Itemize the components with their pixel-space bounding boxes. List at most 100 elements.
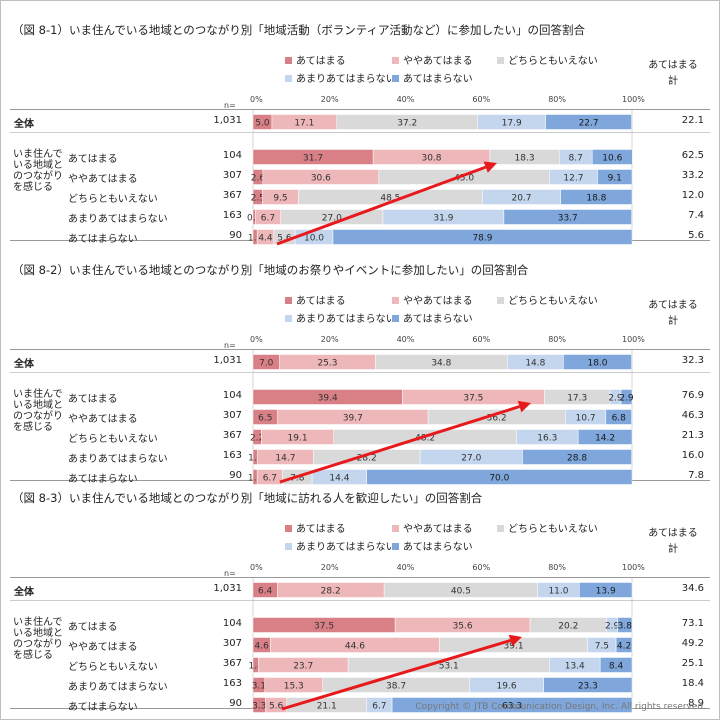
bar-value-label: 37.5 — [314, 622, 334, 632]
bar-value-label: 19.1 — [288, 434, 308, 444]
row-total-value: 25.1 — [681, 658, 704, 669]
bar-segment — [615, 637, 633, 653]
overall-row-label: 全体 — [14, 587, 34, 598]
bar-value-label: 6.7 — [261, 214, 275, 224]
bar-segment — [560, 189, 633, 205]
bar-value-label: 37.2 — [397, 119, 417, 129]
bar-value-label: 39.1 — [504, 642, 524, 652]
row-n-value: 90 — [229, 230, 242, 241]
bar-value-label: 20.2 — [558, 622, 578, 632]
overall-separator — [10, 372, 710, 373]
bar-value-label: 18.3 — [515, 154, 535, 164]
trend-arrow — [279, 405, 521, 484]
legend-swatch — [497, 57, 504, 64]
bar-value-label: 2.5 — [251, 194, 265, 204]
chart-block: （図 8-3）いま住んでいる地域とのつながり別「地域に訪れる人を歓迎したい」の回… — [0, 490, 720, 715]
legend-swatch — [392, 297, 399, 304]
bar-segment — [579, 582, 633, 598]
legend-swatch — [392, 57, 399, 64]
legend-item: あまりあてはまらない — [285, 538, 396, 553]
n-header: n= — [224, 341, 236, 350]
bar-segment — [597, 169, 633, 185]
overall-separator — [10, 600, 710, 601]
row-n-value: 163 — [222, 450, 242, 461]
row-label: ややあてはまる — [68, 174, 138, 185]
bar-value-label: 6.7 — [263, 474, 277, 484]
bar-segment — [599, 657, 633, 673]
total-header: あてはまる計 — [648, 300, 698, 327]
bar-value-label: 48.2 — [415, 434, 435, 444]
axis-tick-label: 20% — [320, 563, 339, 572]
bar-value-label: 5.0 — [255, 119, 270, 129]
trend-arrow — [281, 639, 511, 711]
row-label: どちらともいえない — [68, 434, 158, 445]
row-label: あてはまらない — [68, 474, 138, 485]
axis-tick-label: 80% — [548, 563, 566, 572]
bar-segment — [332, 229, 633, 245]
group-label: いま住んでいる地域とのつながりを感じる — [13, 389, 63, 433]
row-n-value: 104 — [222, 618, 242, 629]
row-n-value: 163 — [222, 210, 242, 221]
legend-label: どちらともいえない — [508, 56, 598, 67]
legend-item: あてはまらない — [392, 70, 473, 85]
bar-value-label: 3.1 — [252, 682, 266, 692]
bar-value-label: 5.6 — [277, 234, 292, 244]
axis-tick-label: 80% — [548, 335, 566, 344]
bar-value-label: 28.2 — [321, 587, 341, 597]
bar-value-label: 27.0 — [322, 214, 342, 224]
bar-value-label: 14.8 — [525, 359, 545, 369]
bar-value-label: 36.2 — [487, 414, 507, 424]
axis-tick-label: 80% — [548, 95, 566, 104]
row-label: あまりあてはまらない — [68, 214, 168, 225]
row-total-value: 32.3 — [681, 355, 704, 366]
bar-value-label: 6.5 — [258, 414, 272, 424]
row-total-value: 16.0 — [681, 450, 704, 461]
bar-value-label: 7.8 — [290, 474, 305, 484]
legend-swatch — [392, 525, 399, 532]
bar-value-label: 33.7 — [558, 214, 578, 224]
chart-title: （図 8-1）いま住んでいる地域とのつながり別「地域活動（ボランティア活動など）… — [12, 23, 586, 37]
bar-value-label: 44.6 — [345, 642, 365, 652]
legend-label: あまりあてはまらない — [296, 314, 396, 325]
bar-value-label: 45.0 — [454, 174, 474, 184]
axis-tick-label: 60% — [472, 95, 491, 104]
legend-swatch — [285, 315, 292, 322]
row-total-value: 21.3 — [681, 430, 704, 441]
row-n-value: 367 — [222, 430, 242, 441]
legend-item: どちらともいえない — [497, 520, 598, 535]
trend-arrow-head — [508, 634, 522, 647]
legend-item: あてはまらない — [392, 310, 473, 325]
bar-value-label: 8.4 — [609, 662, 624, 672]
chart-title: （図 8-3）いま住んでいる地域とのつながり別「地域に訪れる人を歓迎したい」の回… — [12, 491, 483, 505]
group-label: いま住んでいる地域とのつながりを感じる — [13, 617, 63, 661]
bar-value-label: 17.3 — [567, 394, 587, 404]
stacked-bar-plot: 5.0 17.1 37.2 17.9 22.7 31.7 30.8 18.3 8.7 10.6 2.… — [247, 110, 633, 246]
row-label: どちらともいえない — [68, 194, 158, 205]
row-n-value: 1,031 — [213, 115, 242, 126]
chart-block: （図 8-1）いま住んでいる地域とのつながり別「地域活動（ボランティア活動など）… — [0, 22, 720, 247]
row-total-value: 22.1 — [681, 115, 704, 126]
row-total-value: 76.9 — [681, 390, 704, 401]
legend-swatch — [285, 57, 292, 64]
axis-tick-label: 20% — [320, 335, 339, 344]
bar-segment — [545, 114, 632, 130]
bar-value-label: 28.8 — [567, 454, 587, 464]
chart-block: （図 8-2）いま住んでいる地域とのつながり別「地域のお祭りやイベントに参加した… — [0, 262, 720, 487]
bar-value-label: 11.0 — [548, 587, 568, 597]
legend-swatch — [285, 75, 292, 82]
bar-value-label: 23.3 — [578, 682, 598, 692]
bar-value-label: 17.1 — [294, 119, 314, 129]
row-n-value: 367 — [222, 658, 242, 669]
bar-value-label: 70.0 — [489, 474, 509, 484]
row-total-value: 8.9 — [688, 698, 704, 709]
legend-label: あてはまらない — [403, 314, 473, 325]
bar-value-label: 38.7 — [386, 682, 406, 692]
legend-label: あてはまる — [296, 56, 346, 67]
bar-segment — [577, 429, 633, 445]
bar-value-label: 1.1 — [248, 474, 262, 484]
bar-value-label: 39.4 — [318, 394, 338, 404]
legend-label: あまりあてはまらない — [296, 74, 396, 85]
row-total-value: 7.4 — [688, 210, 704, 221]
legend-label: あてはまらない — [403, 74, 473, 85]
bar-value-label: 2.9 — [608, 394, 623, 404]
